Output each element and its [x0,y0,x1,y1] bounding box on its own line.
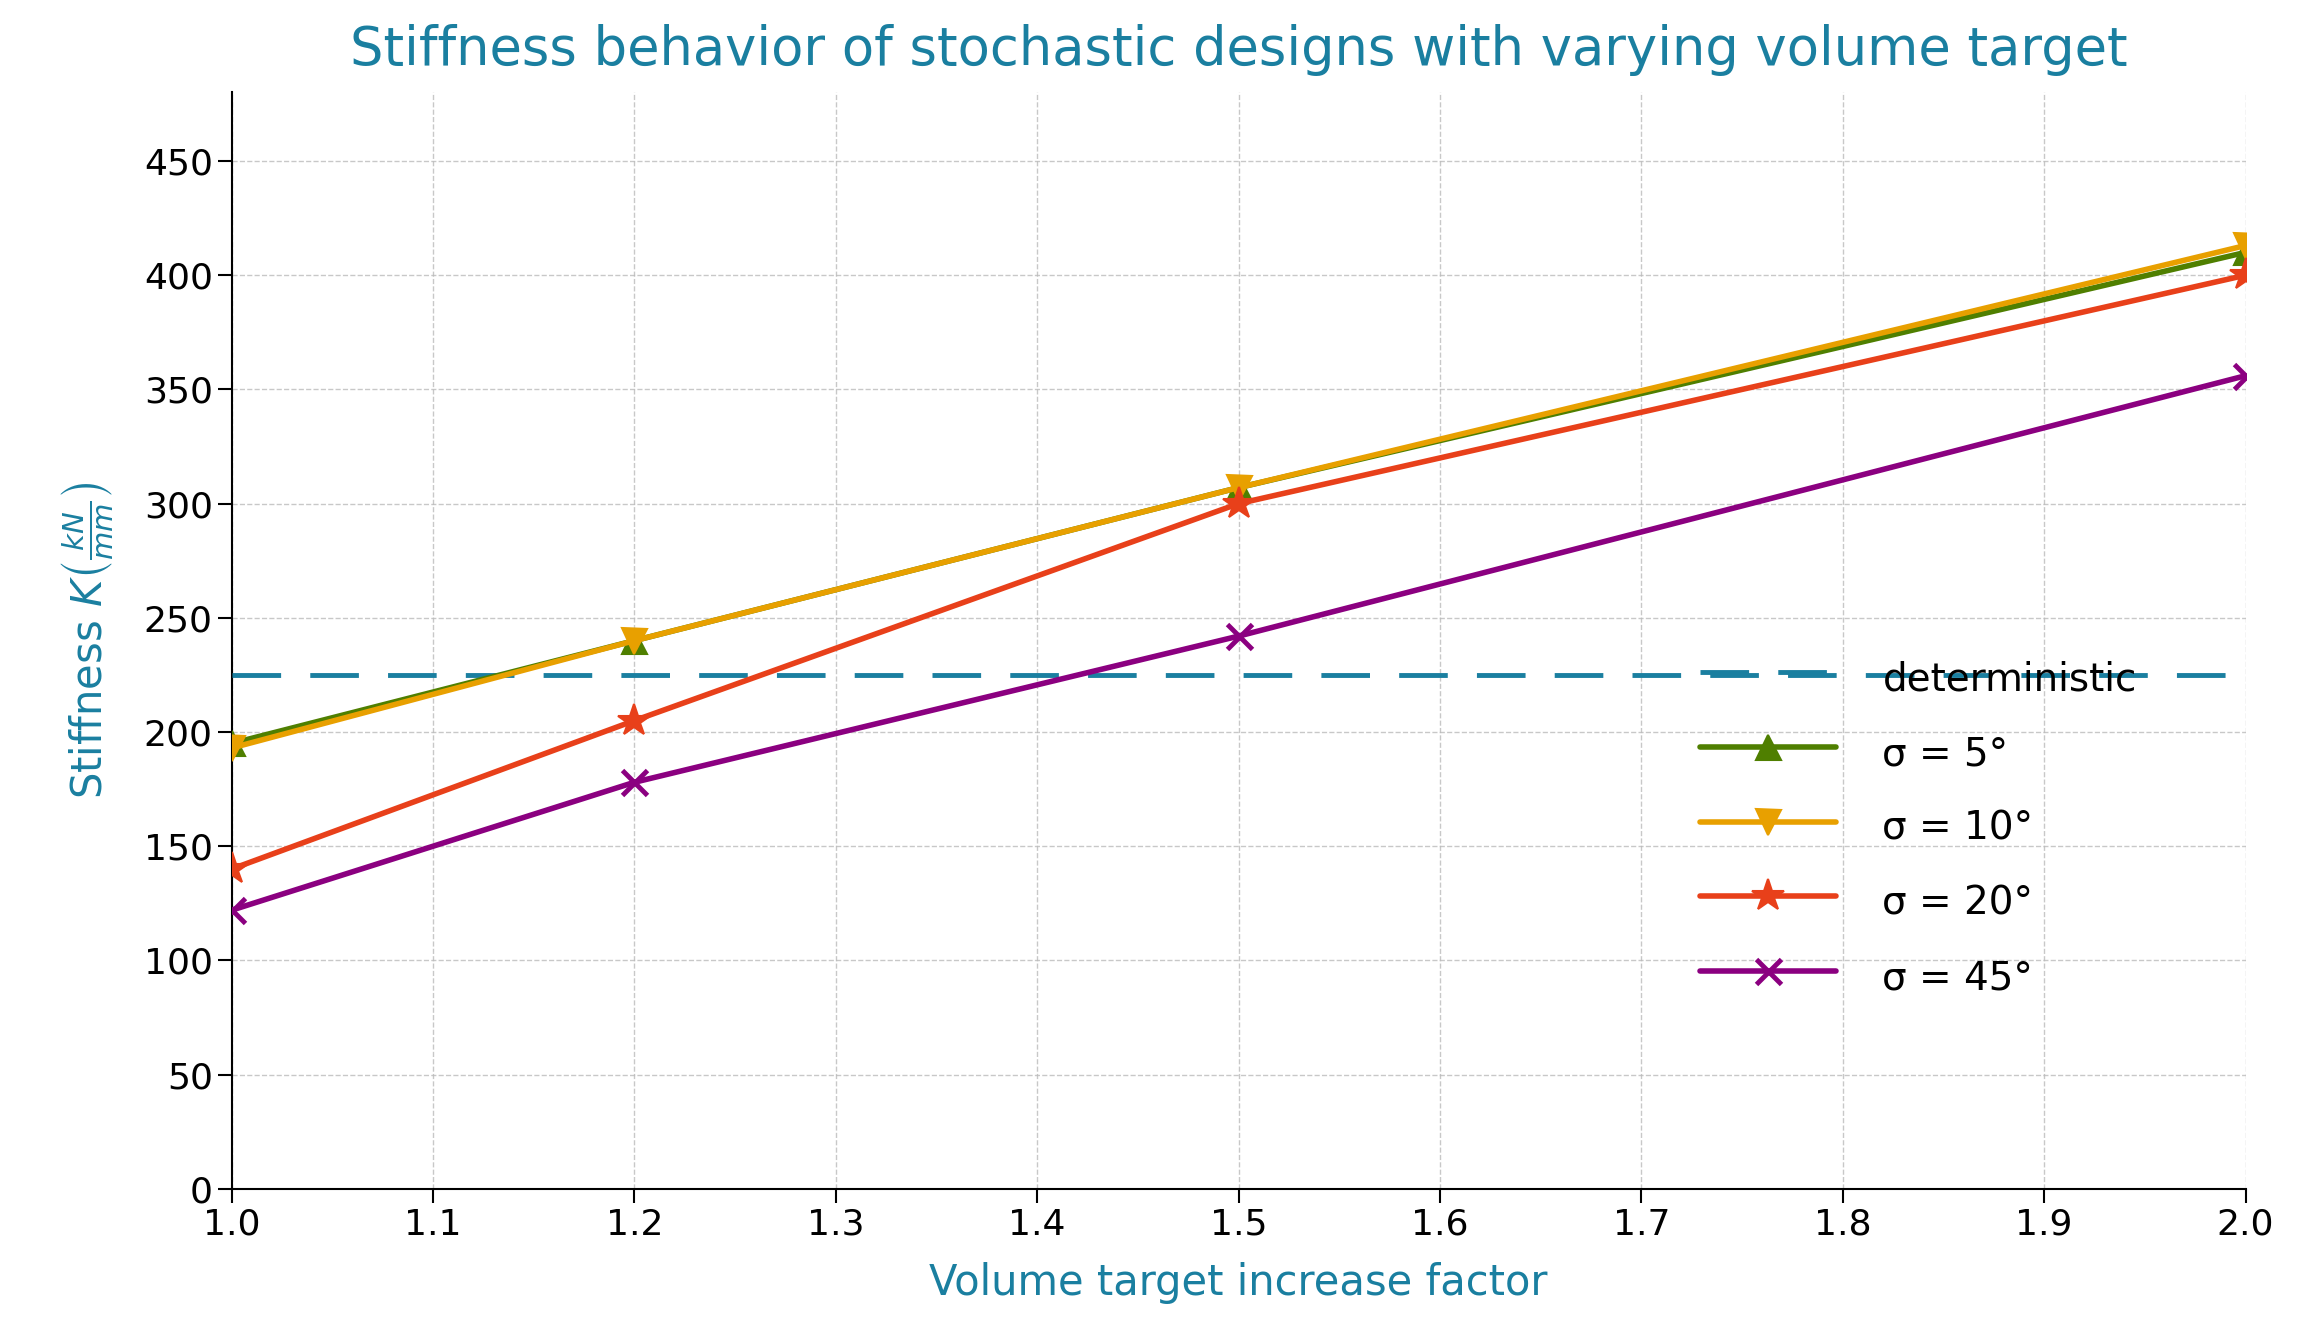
Title: Stiffness behavior of stochastic designs with varying volume target: Stiffness behavior of stochastic designs… [350,24,2127,75]
Y-axis label: Stiffness $K\left(\frac{kN}{mm}\right)$: Stiffness $K\left(\frac{kN}{mm}\right)$ [60,482,116,799]
σ = 5° [620,633,648,649]
σ = 20° [1225,495,1252,511]
Legend: deterministic, σ = 5°, σ = 10°, σ = 20°, σ = 45°: deterministic, σ = 5°, σ = 10°, σ = 20°,… [1660,616,2176,1040]
σ = 10° [218,740,245,756]
σ = 20° [2232,267,2259,283]
σ = 45° [218,902,245,918]
σ = 45° [1225,629,1252,645]
X-axis label: Volume target increase factor: Volume target increase factor [928,1263,1549,1304]
σ = 45° [620,774,648,790]
Line: σ = 10°: σ = 10° [220,232,2257,761]
σ = 10° [1225,480,1252,495]
σ = 20° [620,713,648,729]
σ = 5° [218,736,245,752]
Line: σ = 5°: σ = 5° [220,240,2257,756]
σ = 45° [2232,367,2259,383]
Line: σ = 20°: σ = 20° [215,259,2262,886]
σ = 10° [620,633,648,649]
σ = 10° [2232,238,2259,254]
σ = 5° [1225,480,1252,495]
σ = 20° [218,861,245,877]
Line: σ = 45°: σ = 45° [220,363,2257,923]
σ = 5° [2232,244,2259,260]
